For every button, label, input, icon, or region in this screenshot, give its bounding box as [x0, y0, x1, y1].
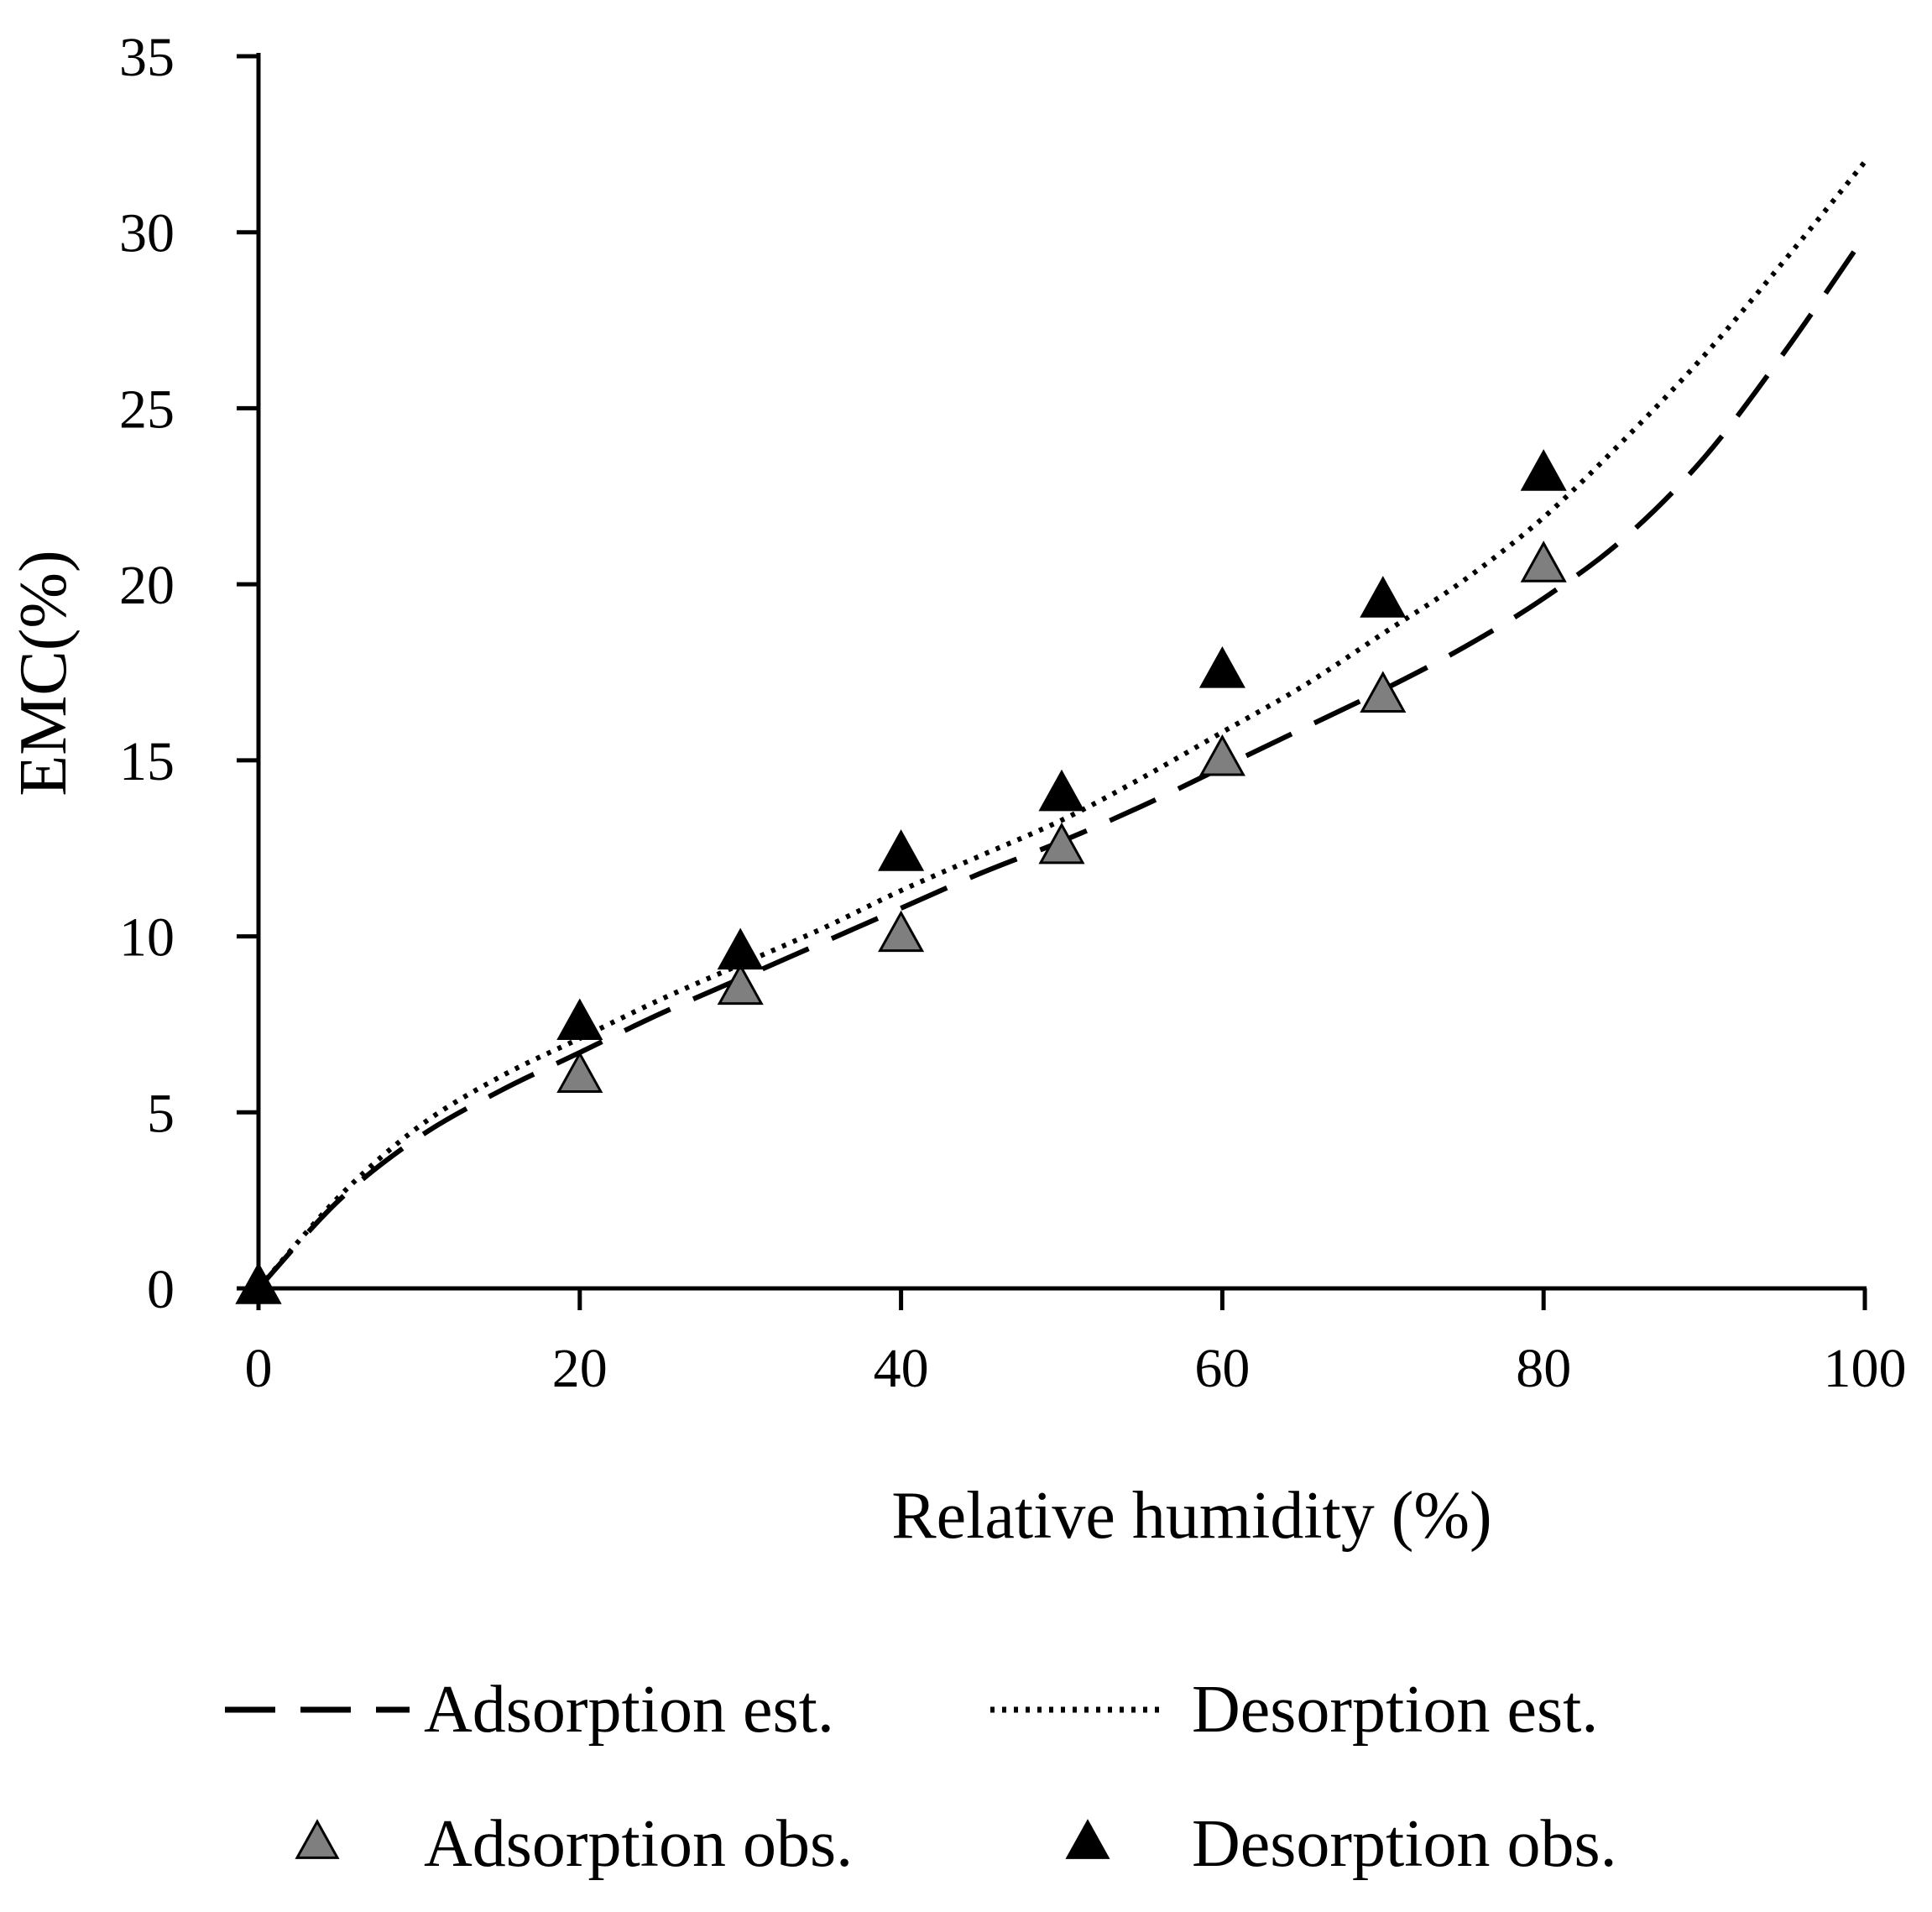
x-tick-label: 80 [1516, 1338, 1571, 1399]
y-tick-label: 35 [119, 27, 175, 88]
desorption-est-line [256, 159, 1867, 1290]
x-tick-label: 100 [1824, 1338, 1907, 1399]
desorption-obs-point [717, 927, 764, 970]
y-tick-label: 10 [119, 907, 175, 969]
desorption-obs-point [878, 829, 925, 871]
y-axis-title: EMC(%) [7, 550, 81, 796]
adsorption-obs-point [878, 910, 925, 953]
adsorption-obs-point [1520, 541, 1567, 582]
y-tick-label: 15 [119, 731, 175, 792]
tick-labels: 0 5 10 15 20 25 30 35 0 20 40 60 80 100 [119, 27, 1907, 1399]
desorption-obs-point [1520, 449, 1567, 491]
legend-adsorption-est-label: Adsorption est. [424, 1673, 834, 1747]
y-tick-label: 5 [147, 1083, 175, 1144]
x-axis-title: Relative humidity (%) [891, 1479, 1491, 1553]
adsorption-obs-point [556, 1051, 603, 1093]
y-tick-label: 20 [119, 555, 175, 616]
adsorption-est-line [256, 234, 1867, 1291]
desorption-obs-point [1198, 646, 1245, 688]
desorption-obs-point [235, 1262, 282, 1304]
desorption-obs-point [1360, 576, 1407, 618]
desorption-obs-point [556, 998, 603, 1041]
adsorption-obs-point [1360, 671, 1407, 713]
legend-adsorption-obs-label: Adsorption obs. [424, 1807, 853, 1881]
legend-adsorption-obs-swatch [295, 1819, 340, 1859]
axes [256, 53, 1867, 1291]
adsorption-obs-point [717, 963, 764, 1006]
tick-marks [237, 54, 1867, 1310]
x-tick-label: 0 [245, 1338, 273, 1399]
adsorption-obs-point [1198, 734, 1245, 776]
legend-desorption-obs-swatch [1065, 1819, 1110, 1859]
legend-desorption-est-label: Desorption est. [1192, 1673, 1598, 1747]
legend: Adsorption est. Desorption est. Adsorption… [225, 1673, 1617, 1881]
y-tick-label: 25 [119, 379, 175, 440]
adsorption-obs-point [1038, 822, 1085, 865]
y-tick-label: 0 [147, 1259, 175, 1320]
desorption-obs-point [1038, 769, 1085, 812]
legend-desorption-obs-label: Desorption obs. [1192, 1807, 1617, 1881]
y-tick-label: 30 [119, 203, 175, 264]
series-points [235, 449, 1567, 1304]
x-tick-label: 20 [552, 1338, 608, 1399]
x-tick-label: 40 [874, 1338, 929, 1399]
x-tick-label: 60 [1194, 1338, 1250, 1399]
series-lines [256, 159, 1867, 1291]
